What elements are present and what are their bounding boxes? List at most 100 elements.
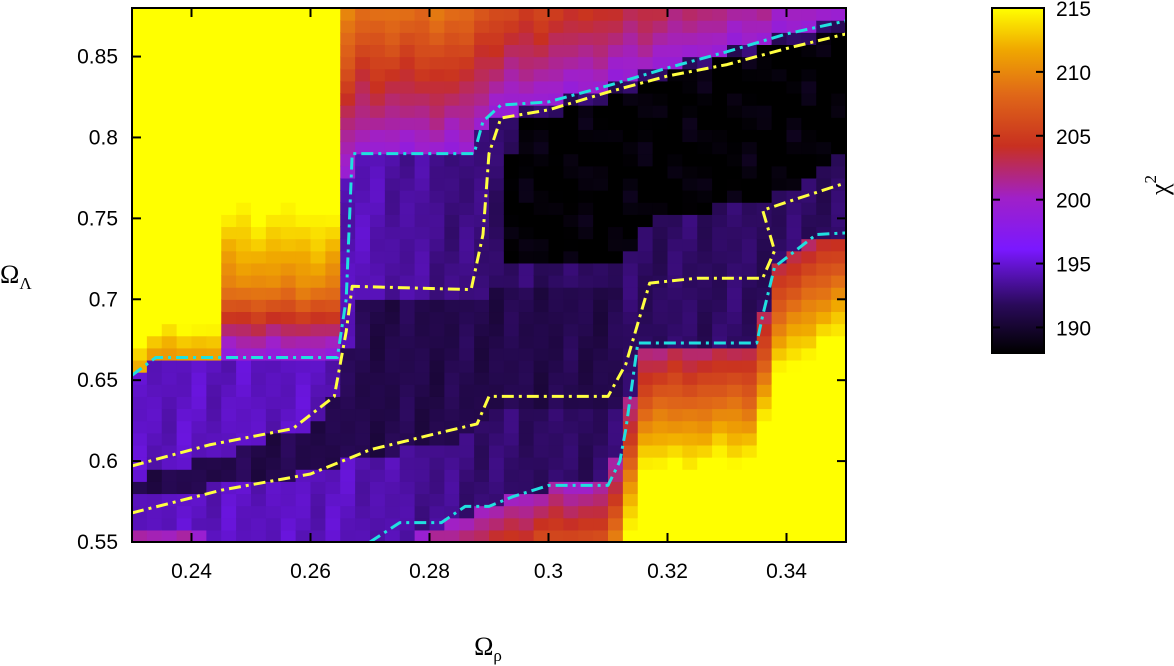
heatmap-cell — [236, 165, 252, 179]
heatmap-cell — [831, 384, 846, 397]
heatmap-cell — [801, 262, 817, 276]
heatmap-cell — [176, 287, 193, 300]
heatmap-cell — [489, 408, 505, 422]
heatmap-cell — [132, 8, 148, 21]
heatmap-cell — [771, 129, 788, 143]
heatmap-cell — [132, 299, 148, 313]
heatmap-cell — [741, 323, 758, 337]
heatmap-cell — [236, 214, 252, 228]
heatmap-cell — [161, 165, 178, 179]
heatmap-cell — [176, 117, 193, 130]
heatmap-cell — [548, 226, 564, 240]
heatmap-cell — [295, 129, 312, 143]
heatmap-cell — [727, 372, 743, 385]
heatmap-cell — [608, 32, 624, 46]
heatmap-cell — [444, 153, 460, 167]
heatmap-cell — [280, 493, 297, 507]
heatmap-cell — [563, 92, 579, 106]
heatmap-cell — [727, 444, 743, 458]
heatmap-cell — [533, 323, 550, 337]
heatmap-cell — [399, 8, 416, 21]
heatmap-cell — [697, 359, 713, 373]
heatmap-cell — [503, 420, 520, 434]
heatmap-cell — [548, 262, 564, 276]
heatmap-cell — [206, 420, 222, 434]
heatmap-cell — [384, 359, 401, 373]
heatmap-cell — [548, 129, 564, 143]
heatmap-cell — [251, 32, 267, 46]
heatmap-cell — [518, 359, 535, 373]
heatmap-cell — [727, 165, 743, 179]
heatmap-cell — [518, 226, 535, 240]
heatmap-cell — [548, 372, 564, 385]
heatmap-cell — [637, 359, 654, 373]
heatmap-cell — [578, 56, 594, 70]
heatmap-cell — [384, 202, 401, 215]
heatmap-cell — [712, 457, 728, 470]
y-axis-label: ΩΛ — [0, 260, 32, 293]
heatmap-cell — [801, 335, 817, 349]
heatmap-cell — [384, 20, 401, 33]
heatmap-cell — [608, 384, 624, 397]
heatmap-cell — [340, 238, 356, 252]
heatmap-cell — [533, 529, 550, 542]
heatmap-cell — [146, 165, 163, 179]
heatmap-cell — [384, 457, 401, 470]
heatmap-cell — [206, 165, 222, 179]
heatmap-cell — [518, 262, 535, 276]
heatmap-cell — [414, 311, 431, 325]
heatmap-cell — [206, 226, 222, 240]
heatmap-cell — [161, 190, 178, 203]
heatmap-cell — [161, 457, 178, 470]
heatmap-cell — [191, 359, 207, 373]
heatmap-cell — [727, 287, 743, 300]
heatmap-cell — [206, 56, 222, 70]
heatmap-cell — [489, 238, 505, 252]
heatmap-cell — [831, 287, 846, 300]
heatmap-cell — [608, 44, 624, 58]
heatmap-cell — [682, 311, 698, 325]
heatmap-cell — [206, 493, 222, 507]
heatmap-cell — [310, 20, 326, 33]
heatmap-cell — [444, 80, 460, 94]
heatmap-cell — [414, 141, 431, 155]
heatmap-cell — [712, 299, 728, 313]
heatmap-cell — [578, 32, 594, 46]
heatmap-cell — [280, 92, 297, 106]
heatmap-cell — [236, 117, 252, 130]
heatmap-cell — [801, 141, 817, 155]
heatmap-cell — [563, 177, 579, 191]
heatmap-cell — [741, 165, 758, 179]
heatmap-cell — [518, 44, 535, 58]
heatmap-cell — [206, 444, 222, 458]
heatmap-cell — [295, 44, 312, 58]
heatmap-cell — [444, 190, 460, 203]
heatmap-cell — [176, 359, 193, 373]
heatmap-cell — [548, 384, 564, 397]
heatmap-cell — [251, 68, 267, 82]
plot-frame — [131, 7, 847, 543]
heatmap-cell — [459, 347, 475, 361]
heatmap-cell — [503, 105, 520, 118]
heatmap-cell — [384, 444, 401, 458]
heatmap-cell — [251, 311, 267, 325]
heatmap-cell — [608, 226, 624, 240]
heatmap-cell — [727, 80, 743, 94]
heatmap-cell — [697, 177, 713, 191]
heatmap-cell — [563, 347, 579, 361]
heatmap-cell — [221, 105, 237, 118]
heatmap-cell — [265, 117, 282, 130]
heatmap-cell — [251, 444, 267, 458]
heatmap-cell — [191, 372, 207, 385]
y-tick-label: 0.55 — [77, 531, 118, 554]
heatmap-cell — [295, 420, 312, 434]
heatmap-cell — [741, 372, 758, 385]
heatmap-cell — [563, 8, 579, 21]
heatmap-cell — [206, 287, 222, 300]
heatmap-cell — [414, 32, 431, 46]
heatmap-cell — [771, 32, 788, 46]
heatmap-cell — [771, 165, 788, 179]
heatmap-cell — [771, 432, 788, 446]
